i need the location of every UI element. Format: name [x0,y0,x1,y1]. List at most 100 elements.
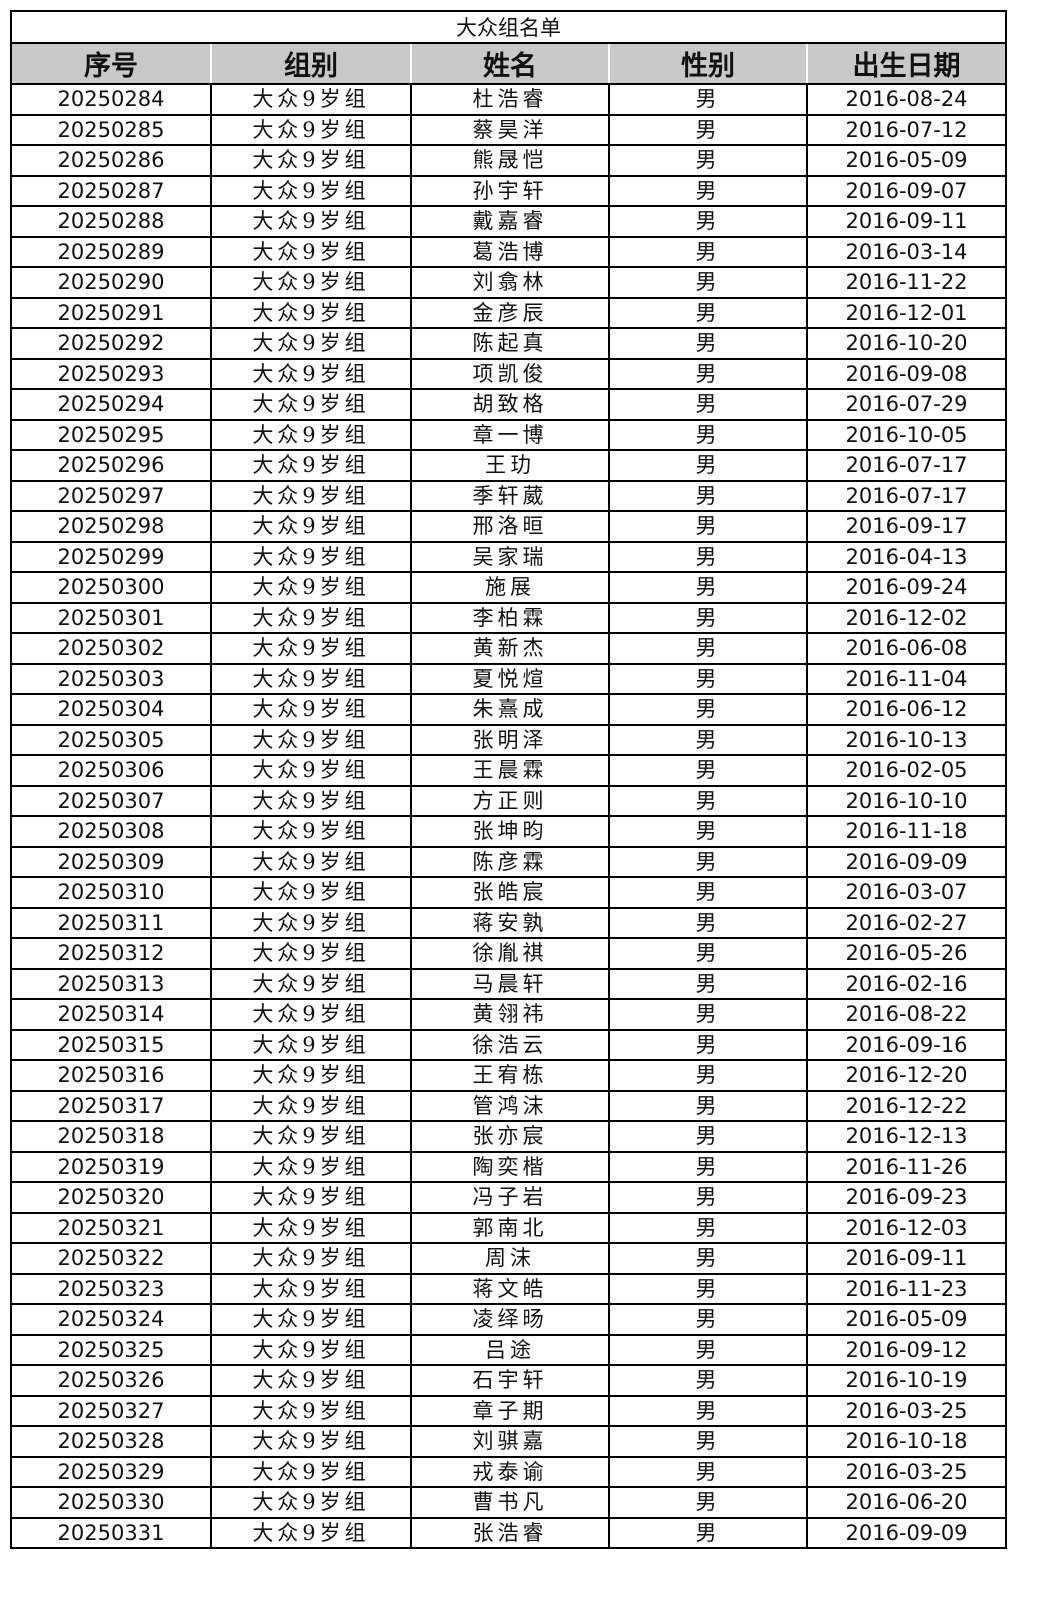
cell-gender: 男 [608,998,808,1031]
cell-id: 20250287 [10,174,212,207]
table-row: 20250286 大众9岁组 熊晟恺男 2016-05-09 [10,144,1008,177]
cell-id: 20250303 [10,662,212,695]
cell-gender: 男 [608,388,808,421]
table-row: 20250301 大众9岁组 李柏霖男 2016-12-02 [10,601,1008,634]
cell-name: 项凯俊 [410,357,610,390]
cell-group: 大众9岁组 [210,601,412,634]
cell-id: 20250293 [10,357,212,390]
table-row: 20250331 大众9岁组 张浩睿男 2016-09-09 [10,1516,1008,1549]
cell-gender: 男 [608,1455,808,1488]
cell-gender: 男 [608,967,808,1000]
cell-gender: 男 [608,327,808,360]
cell-group: 大众9岁组 [210,144,412,177]
cell-id: 20250301 [10,601,212,634]
cell-gender: 男 [608,235,808,268]
cell-id: 20250326 [10,1364,212,1397]
cell-name: 夏悦煊 [410,662,610,695]
cell-birthdate: 2016-02-27 [805,906,1008,939]
cell-name: 黄翎祎 [410,998,610,1031]
cell-name: 胡致格 [410,388,610,421]
table-row: 20250318 大众9岁组 张亦宸男 2016-12-13 [10,1120,1008,1153]
cell-birthdate: 2016-02-16 [805,967,1008,1000]
table-row: 20250307 大众9岁组 方正则男 2016-10-10 [10,784,1008,817]
cell-gender: 男 [608,540,808,573]
table-row: 20250299 大众9岁组 吴家瑞男 2016-04-13 [10,540,1008,573]
table-row: 20250291 大众9岁组 金彦辰男 2016-12-01 [10,296,1008,329]
cell-id: 20250316 [10,1059,212,1092]
table-row: 20250292 大众9岁组 陈起真男 2016-10-20 [10,327,1008,360]
cell-birthdate: 2016-06-12 [805,693,1008,726]
cell-name: 周沫 [410,1242,610,1275]
cell-birthdate: 2016-12-13 [805,1120,1008,1153]
cell-birthdate: 2016-08-22 [805,998,1008,1031]
cell-name: 施展 [410,571,610,604]
cell-gender: 男 [608,754,808,787]
cell-group: 大众9岁组 [210,235,412,268]
table-row: 20250310 大众9岁组 张皓宸男 2016-03-07 [10,876,1008,909]
header-group: 组别 [210,42,412,85]
header-row: 序号 组别 姓名 性别 出生日期 [10,42,1008,85]
cell-name: 刘骐嘉 [410,1425,610,1458]
cell-group: 大众9岁组 [210,876,412,909]
cell-id: 20250317 [10,1089,212,1122]
cell-gender: 男 [608,174,808,207]
cell-gender: 男 [608,571,808,604]
cell-gender: 男 [608,662,808,695]
cell-id: 20250284 [10,83,212,116]
table-row: 20250312 大众9岁组 徐胤祺男 2016-05-26 [10,937,1008,970]
cell-gender: 男 [608,1028,808,1061]
cell-name: 张皓宸 [410,876,610,909]
cell-birthdate: 2016-07-17 [805,479,1008,512]
cell-birthdate: 2016-11-23 [805,1272,1008,1305]
cell-name: 吕途 [410,1333,610,1366]
cell-gender: 男 [608,83,808,116]
table-row: 20250304 大众9岁组 朱熹成男 2016-06-12 [10,693,1008,726]
cell-id: 20250308 [10,815,212,848]
cell-name: 章子期 [410,1394,610,1427]
cell-id: 20250321 [10,1211,212,1244]
cell-birthdate: 2016-09-24 [805,571,1008,604]
table-row: 20250314 大众9岁组 黄翎祎男 2016-08-22 [10,998,1008,1031]
cell-group: 大众9岁组 [210,571,412,604]
table-row: 20250322 大众9岁组 周沫男 2016-09-11 [10,1242,1008,1275]
cell-group: 大众9岁组 [210,1364,412,1397]
cell-gender: 男 [608,510,808,543]
cell-group: 大众9岁组 [210,632,412,665]
cell-group: 大众9岁组 [210,1272,412,1305]
cell-group: 大众9岁组 [210,1455,412,1488]
table-row: 20250303 大众9岁组 夏悦煊男 2016-11-04 [10,662,1008,695]
table-row: 20250294 大众9岁组 胡致格男 2016-07-29 [10,388,1008,421]
cell-id: 20250300 [10,571,212,604]
cell-group: 大众9岁组 [210,967,412,1000]
cell-group: 大众9岁组 [210,693,412,726]
cell-group: 大众9岁组 [210,1303,412,1336]
cell-name: 王宥栋 [410,1059,610,1092]
cell-birthdate: 2016-10-19 [805,1364,1008,1397]
cell-group: 大众9岁组 [210,1333,412,1366]
cell-group: 大众9岁组 [210,1425,412,1458]
cell-gender: 男 [608,1242,808,1275]
cell-id: 20250310 [10,876,212,909]
cell-id: 20250319 [10,1150,212,1183]
cell-name: 王玏 [410,449,610,482]
cell-group: 大众9岁组 [210,296,412,329]
cell-name: 凌绎旸 [410,1303,610,1336]
cell-group: 大众9岁组 [210,784,412,817]
cell-gender: 男 [608,144,808,177]
cell-birthdate: 2016-10-05 [805,418,1008,451]
cell-name: 冯子岩 [410,1181,610,1214]
cell-id: 20250307 [10,784,212,817]
cell-group: 大众9岁组 [210,1150,412,1183]
cell-id: 20250318 [10,1120,212,1153]
cell-id: 20250285 [10,113,212,146]
cell-birthdate: 2016-08-24 [805,83,1008,116]
cell-name: 章一博 [410,418,610,451]
cell-id: 20250309 [10,845,212,878]
cell-name: 徐浩云 [410,1028,610,1061]
cell-name: 张坤昀 [410,815,610,848]
table-row: 20250315 大众9岁组 徐浩云男 2016-09-16 [10,1028,1008,1061]
cell-gender: 男 [608,1150,808,1183]
cell-group: 大众9岁组 [210,83,412,116]
cell-birthdate: 2016-11-22 [805,266,1008,299]
cell-gender: 男 [608,632,808,665]
